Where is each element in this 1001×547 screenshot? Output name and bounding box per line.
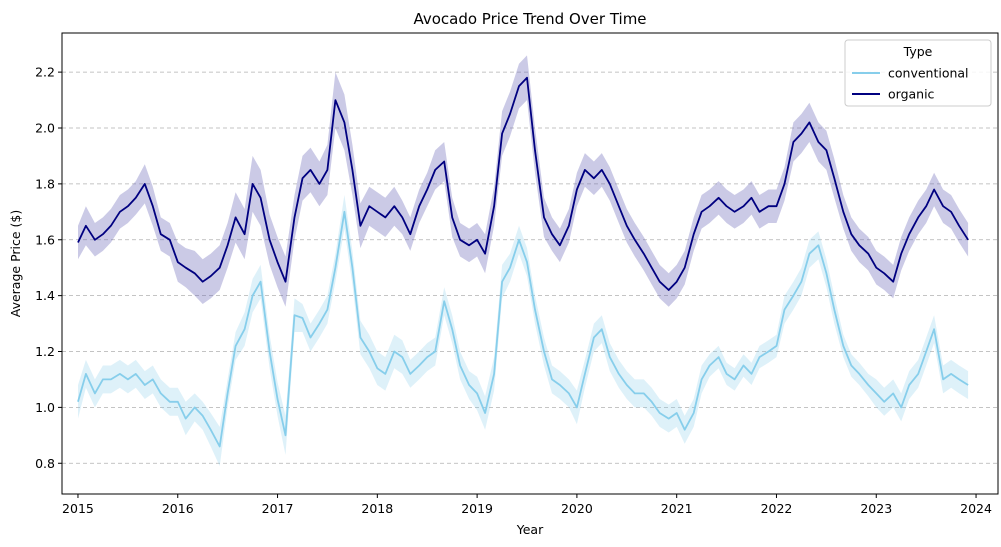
y-tick-label: 1.0 xyxy=(35,400,55,415)
x-tick-label: 2023 xyxy=(860,501,892,516)
y-tick-label: 2.0 xyxy=(35,120,55,135)
x-axis-label: Year xyxy=(516,522,544,537)
x-axis: 2015 2016 2017 2018 2019 2020 2021 2022 2023 2024 xyxy=(62,494,992,516)
y-tick-label: 2.2 xyxy=(35,65,55,80)
y-tick-label: 1.6 xyxy=(35,232,55,247)
y-axis: 0.8 1.0 1.2 1.4 1.6 1.8 2.0 2.2 xyxy=(35,65,62,471)
plot-frame xyxy=(61,32,999,495)
y-tick-label: 1.2 xyxy=(35,344,55,359)
x-tick-label: 2017 xyxy=(262,501,294,516)
series-line-conventional xyxy=(77,210,969,448)
y-tick-label: 0.8 xyxy=(35,456,55,471)
x-tick-label: 2018 xyxy=(361,501,393,516)
x-tick-label: 2024 xyxy=(960,501,992,516)
x-tick-label: 2016 xyxy=(162,501,194,516)
y-tick-label: 1.4 xyxy=(35,288,55,303)
x-tick-label: 2015 xyxy=(62,501,94,516)
grid-lines xyxy=(62,71,998,464)
x-tick-label: 2020 xyxy=(561,501,593,516)
confidence-band-organic xyxy=(78,55,969,307)
legend-label-conventional: conventional xyxy=(888,66,969,81)
legend-box xyxy=(844,39,992,107)
series-line-organic xyxy=(77,76,969,291)
legend-label-organic: organic xyxy=(888,87,935,102)
series-lines xyxy=(77,76,969,448)
x-tick-label: 2022 xyxy=(761,501,793,516)
y-tick-label: 1.8 xyxy=(35,176,55,191)
legend-title: Type xyxy=(903,44,933,59)
x-tick-label: 2019 xyxy=(461,501,493,516)
x-tick-label: 2021 xyxy=(661,501,693,516)
chart-title: Avocado Price Trend Over Time xyxy=(413,10,646,28)
legend: Type conventional organic xyxy=(844,39,992,107)
y-axis-label: Average Price ($) xyxy=(8,210,23,317)
